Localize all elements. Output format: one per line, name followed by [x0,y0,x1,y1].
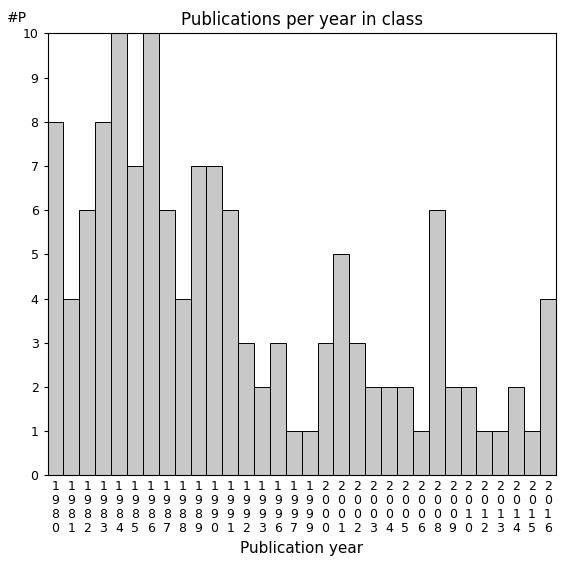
Bar [492,431,508,476]
Bar [397,387,413,476]
Bar [79,210,95,476]
Bar [238,343,254,476]
Bar [270,343,286,476]
Bar [429,210,445,476]
Bar [508,387,524,476]
Bar [349,343,365,476]
Bar [191,166,206,476]
Title: Publications per year in class: Publications per year in class [181,11,423,29]
Bar [413,431,429,476]
Bar [175,299,191,476]
Bar [318,343,333,476]
Bar [95,122,111,476]
Bar [460,387,476,476]
Bar [206,166,222,476]
Y-axis label: #P: #P [7,11,27,24]
Bar [111,33,127,476]
X-axis label: Publication year: Publication year [240,541,363,556]
Bar [48,122,64,476]
Bar [159,210,175,476]
Bar [286,431,302,476]
Bar [254,387,270,476]
Bar [445,387,460,476]
Bar [143,33,159,476]
Bar [333,255,349,476]
Bar [302,431,318,476]
Bar [127,166,143,476]
Bar [540,299,556,476]
Bar [222,210,238,476]
Bar [476,431,492,476]
Bar [64,299,79,476]
Bar [365,387,381,476]
Bar [524,431,540,476]
Bar [381,387,397,476]
